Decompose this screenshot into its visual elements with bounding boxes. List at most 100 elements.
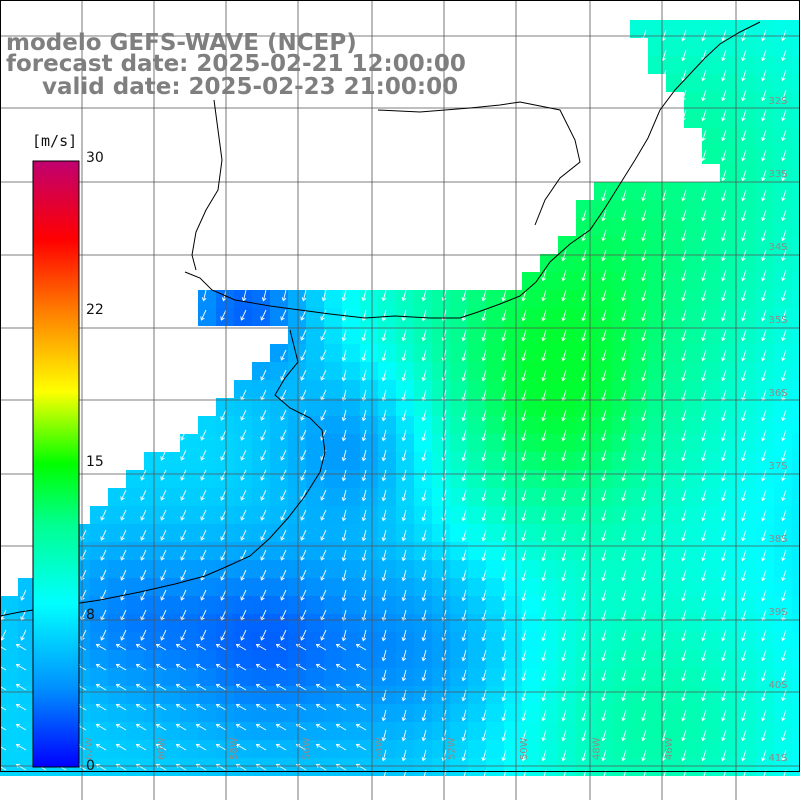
wind-speed-cell — [234, 704, 252, 722]
wind-arrow — [761, 149, 767, 162]
wind-speed-cell — [774, 416, 792, 434]
wind-speed-cell — [342, 704, 360, 722]
wind-arrow — [741, 469, 747, 482]
wind-speed-cell — [270, 740, 288, 758]
wind-arrow — [401, 629, 407, 642]
wind-arrow — [421, 669, 427, 682]
wind-arrow — [335, 703, 347, 711]
wind-arrow — [255, 743, 267, 751]
wind-speed-cell — [162, 452, 180, 470]
wind-speed-cell — [414, 344, 432, 362]
wind-speed-cell — [792, 596, 800, 614]
wind-arrow — [341, 589, 347, 602]
wind-speed-cell — [792, 200, 800, 218]
wind-arrow — [461, 749, 467, 762]
wind-speed-cell — [612, 614, 630, 632]
wind-arrow — [240, 409, 247, 421]
wind-speed-cell — [558, 362, 576, 380]
wind-speed-cell — [378, 614, 396, 632]
wind-arrow — [120, 509, 127, 521]
wind-speed-cell — [648, 686, 666, 704]
wind-arrow — [381, 429, 387, 442]
wind-speed-cell — [324, 398, 342, 416]
wind-arrow — [621, 649, 627, 662]
wind-arrow — [441, 529, 447, 542]
wind-arrow — [155, 663, 167, 671]
wind-speed-cell — [702, 56, 720, 74]
wind-speed-cell — [432, 452, 450, 470]
wind-arrow — [320, 629, 327, 641]
wind-speed-cell — [684, 704, 702, 722]
wind-speed-cell — [486, 506, 504, 524]
wind-speed-cell — [468, 506, 486, 524]
wind-speed-cell — [666, 38, 684, 56]
wind-speed-cell — [594, 308, 612, 326]
wind-arrow — [260, 429, 267, 441]
coastline-inland — [191, 99, 223, 271]
wind-speed-cell — [738, 686, 756, 704]
wind-arrow — [741, 549, 747, 562]
wind-arrow — [140, 509, 147, 521]
wind-speed-cell — [612, 758, 630, 776]
wind-arrow — [461, 449, 467, 462]
wind-speed-cell — [342, 560, 360, 578]
wind-arrow — [641, 489, 647, 502]
wind-speed-cell — [612, 182, 630, 200]
wind-speed-cell — [288, 632, 306, 650]
wind-arrow — [781, 409, 787, 422]
wind-speed-cell — [486, 596, 504, 614]
wind-arrow — [501, 709, 507, 722]
wind-speed-cell — [684, 596, 702, 614]
wind-speed-cell — [288, 452, 306, 470]
lon-label: 46W — [664, 737, 675, 760]
wind-arrow — [195, 683, 207, 691]
wind-arrow — [95, 763, 107, 771]
wind-speed-cell — [126, 560, 144, 578]
wind-speed-cell — [234, 452, 252, 470]
wind-speed-cell — [684, 686, 702, 704]
lat-label: 38S — [768, 534, 787, 545]
wind-arrow — [381, 609, 387, 622]
wind-speed-cell — [18, 722, 36, 740]
wind-speed-cell — [522, 290, 540, 308]
wind-speed-cell — [756, 596, 774, 614]
wind-speed-cell — [450, 308, 468, 326]
wind-speed-cell — [360, 578, 378, 596]
wind-arrow — [401, 729, 407, 742]
wind-arrow — [401, 389, 407, 402]
wind-speed-cell — [288, 722, 306, 740]
wind-arrow — [200, 469, 207, 481]
wind-arrow — [721, 509, 727, 522]
wind-speed-cell — [90, 524, 108, 542]
coastline-north — [184, 21, 761, 319]
wind-speed-cell — [666, 704, 684, 722]
wind-arrow — [195, 643, 207, 651]
wind-speed-cell — [378, 434, 396, 452]
wind-speed-cell — [396, 722, 414, 740]
wind-speed-cell — [180, 668, 198, 686]
wind-arrow — [421, 629, 427, 642]
wind-arrow — [721, 229, 727, 242]
wind-speed-cell — [306, 452, 324, 470]
wind-speed-cells — [0, 20, 800, 776]
wind-arrow — [741, 109, 747, 122]
wind-arrow — [301, 289, 307, 302]
wind-speed-cell — [540, 506, 558, 524]
wind-arrow — [501, 729, 507, 742]
wind-speed-cell — [684, 272, 702, 290]
wind-arrow — [220, 589, 227, 601]
wind-arrow — [115, 663, 127, 671]
wind-arrow — [195, 763, 207, 771]
wind-speed-cell — [90, 704, 108, 722]
wind-speed-cell — [396, 434, 414, 452]
wind-arrow — [320, 529, 327, 541]
wind-speed-cell — [324, 578, 342, 596]
wind-speed-cell — [540, 560, 558, 578]
wind-speed-cell — [738, 74, 756, 92]
wind-arrow — [381, 569, 387, 582]
wind-arrow — [721, 389, 727, 402]
wind-arrow — [160, 629, 167, 641]
wind-speed-cell — [288, 416, 306, 434]
wind-speed-cell — [666, 236, 684, 254]
wind-arrow — [741, 349, 747, 362]
